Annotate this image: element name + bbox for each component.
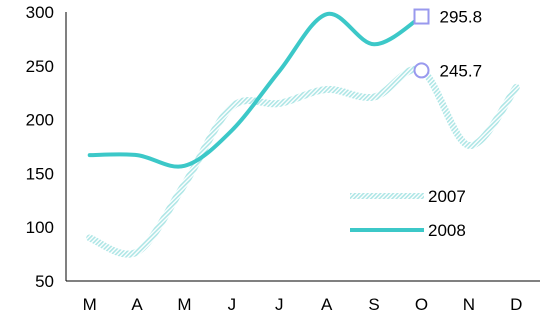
- x-tick-label: S: [368, 295, 379, 314]
- y-axis-ticks: 50 100 150 200 250 300: [26, 3, 54, 291]
- y-tick-label: 300: [26, 3, 54, 22]
- x-tick-label: M: [177, 295, 191, 314]
- y-tick-label: 150: [26, 164, 54, 183]
- series-lines: [86, 11, 520, 258]
- legend-label-2008: 2008: [428, 221, 466, 240]
- axes: [65, 12, 540, 282]
- x-tick-label: J: [275, 295, 284, 314]
- x-tick-label: O: [415, 295, 428, 314]
- legend: 2007 2008: [350, 187, 466, 240]
- x-tick-label: D: [510, 295, 522, 314]
- data-label: 245.7: [440, 61, 483, 80]
- x-tick-label: N: [463, 295, 475, 314]
- data-label: 295.8: [440, 8, 483, 27]
- x-tick-label: A: [321, 295, 333, 314]
- data-labels: 295.8 245.7: [413, 8, 483, 80]
- y-tick-label: 100: [26, 218, 54, 237]
- data-marker-square: [413, 8, 430, 25]
- y-tick-label: 50: [35, 272, 54, 291]
- x-tick-label: J: [228, 295, 237, 314]
- series-line-2007: [86, 65, 520, 258]
- data-marker-circle: [413, 62, 430, 79]
- legend-label-2007: 2007: [428, 187, 466, 206]
- series-line-2008: [87, 11, 424, 169]
- x-tick-label: M: [83, 295, 97, 314]
- y-tick-label: 250: [26, 57, 54, 76]
- y-tick-label: 200: [26, 111, 54, 130]
- x-tick-label: A: [131, 295, 143, 314]
